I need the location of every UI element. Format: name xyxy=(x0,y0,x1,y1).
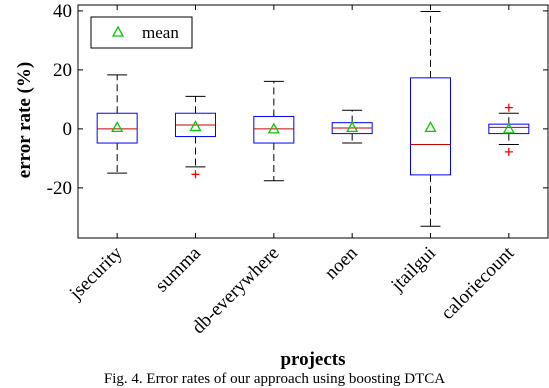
legend-entry-mean: mean xyxy=(142,23,179,42)
figure-caption: Fig. 4. Error rates of our approach usin… xyxy=(103,371,446,387)
y-axis-label: error rate (%) xyxy=(14,62,35,178)
box-db-everywhere xyxy=(253,80,295,182)
box-summa xyxy=(175,95,216,179)
legend-mean-marker xyxy=(111,25,125,37)
outlier-marker xyxy=(191,170,200,179)
box-noen xyxy=(331,109,373,144)
y-tick-label: 40 xyxy=(53,1,72,22)
mean-marker xyxy=(346,121,359,133)
x-tick-label: jsecurity xyxy=(65,242,127,304)
legend-box xyxy=(90,16,193,49)
outlier-marker xyxy=(504,147,513,156)
y-tick-label: 0 xyxy=(63,119,73,140)
mean-marker xyxy=(267,122,280,134)
mean-marker xyxy=(502,122,515,134)
y-tick-label: 20 xyxy=(53,60,72,81)
x-tick-label: summa xyxy=(151,242,205,296)
box-jsecurity xyxy=(96,74,138,174)
iqr-box xyxy=(96,112,138,144)
box-caloriecount xyxy=(488,103,530,156)
box-jtailgui xyxy=(410,10,451,227)
x-tick-label: jtailgui xyxy=(386,243,440,297)
plot-frame xyxy=(77,4,549,239)
mean-marker xyxy=(111,121,124,133)
iqr-box xyxy=(253,115,295,144)
mean-marker xyxy=(189,120,202,132)
x-tick-label: noen xyxy=(321,242,362,283)
legend: mean xyxy=(90,16,193,49)
box-series xyxy=(96,10,530,227)
y-tick-label: -20 xyxy=(47,178,72,199)
iqr-box xyxy=(488,123,530,135)
mean-marker xyxy=(424,121,437,133)
x-axis-label: projects xyxy=(280,349,345,370)
iqr-box xyxy=(410,77,451,176)
y-axis: -20 0 20 40 xyxy=(47,1,548,199)
outlier-marker xyxy=(504,103,513,112)
x-tick-label: caloriecount xyxy=(437,242,519,324)
